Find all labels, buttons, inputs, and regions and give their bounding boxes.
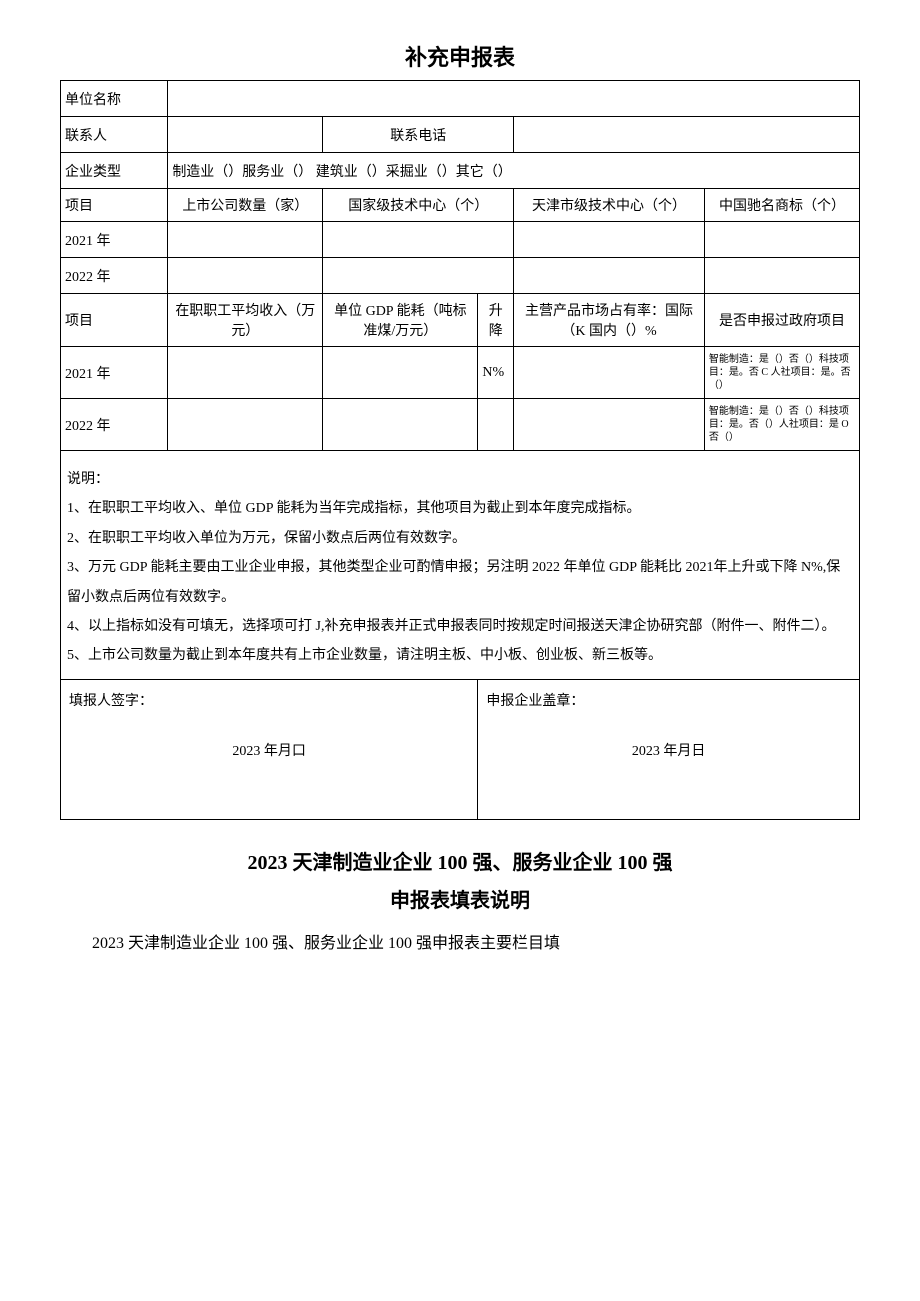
signature-right: 申报企业盖章： 2023 年月日 <box>478 679 860 819</box>
note-3: 3、万元 GDP 能耗主要由工业企业申报，其他类型企业可酌情申报；另注明 202… <box>67 553 853 612</box>
s2-h4: 是否申报过政府项目 <box>704 294 859 347</box>
note-5: 5、上市公司数量为截止到本年度共有上市企业数量，请注明主板、中小板、创业板、新三… <box>67 641 853 670</box>
contact-label: 联系人 <box>61 117 168 153</box>
note-4: 4、以上指标如没有可填无，选择项可打 J,补充申报表并正式申报表同时按规定时间报… <box>67 612 853 641</box>
unit-name-label: 单位名称 <box>61 81 168 117</box>
s1-h1: 上市公司数量（家） <box>168 189 323 222</box>
s1-h3: 天津市级技术中心（个） <box>514 189 705 222</box>
s2-y2-c2[interactable] <box>323 399 478 451</box>
s1-y1-c4[interactable] <box>704 222 859 258</box>
s2-h1: 在职职工平均收入（万元） <box>168 294 323 347</box>
s2-y1-c3: N% <box>478 347 514 399</box>
stamp-date: 2023 年月日 <box>486 740 851 760</box>
s2-project-label: 项目 <box>61 294 168 347</box>
signer-date: 2023 年月口 <box>69 740 469 760</box>
contact-value[interactable] <box>168 117 323 153</box>
notes-heading: 说明： <box>67 465 853 494</box>
note-2: 2、在职职工平均收入单位为万元，保留小数点后两位有效数字。 <box>67 524 853 553</box>
s1-y2-c4[interactable] <box>704 258 859 294</box>
s1-y2-c2[interactable] <box>323 258 514 294</box>
enterprise-type-options[interactable]: 制造业（）服务业（） 建筑业（）采掘业（）其它（） <box>168 153 860 189</box>
phone-label: 联系电话 <box>323 117 514 153</box>
phone-value[interactable] <box>514 117 860 153</box>
s1-year1: 2021 年 <box>61 222 168 258</box>
s2-y1-c2[interactable] <box>323 347 478 399</box>
s1-h4: 中国驰名商标（个） <box>704 189 859 222</box>
s1-y1-c2[interactable] <box>323 222 514 258</box>
s2-y2-c1[interactable] <box>168 399 323 451</box>
s2-y2-c5[interactable]: 智能制造：是（）否（）科技项目：是。否（）人社项目：是 O 否（） <box>704 399 859 451</box>
s2-y1-c1[interactable] <box>168 347 323 399</box>
s2-h2b: 升降 <box>478 294 514 347</box>
enterprise-type-label: 企业类型 <box>61 153 168 189</box>
s2-y1-c5[interactable]: 智能制造：是（）否（）科技项目：是。否 C 人社项目：是。否（） <box>704 347 859 399</box>
s2-y1-c4[interactable] <box>514 347 705 399</box>
s2-h3: 主营产品市场占有率：国际（K 国内（）% <box>514 294 705 347</box>
footer-line2: 申报表填表说明 <box>60 882 860 920</box>
note-1: 1、在职职工平均收入、单位 GDP 能耗为当年完成指标，其他项目为截止到本年度完… <box>67 494 853 523</box>
footer-line1: 2023 天津制造业企业 100 强、服务业企业 100 强 <box>60 844 860 882</box>
signer-label: 填报人签字： <box>69 690 469 710</box>
footer-body: 2023 天津制造业企业 100 强、服务业企业 100 强申报表主要栏目填 <box>60 930 860 959</box>
form-table: 单位名称 联系人 联系电话 企业类型 制造业（）服务业（） 建筑业（）采掘业（）… <box>60 80 860 820</box>
s1-y1-c3[interactable] <box>514 222 705 258</box>
s1-h2: 国家级技术中心（个） <box>323 189 514 222</box>
unit-name-value[interactable] <box>168 81 860 117</box>
s2-h2: 单位 GDP 能耗（吨标准煤/万元） <box>323 294 478 347</box>
stamp-label: 申报企业盖章： <box>486 690 851 710</box>
notes-block: 说明： 1、在职职工平均收入、单位 GDP 能耗为当年完成指标，其他项目为截止到… <box>61 451 860 680</box>
s2-year2: 2022 年 <box>61 399 168 451</box>
s1-y2-c1[interactable] <box>168 258 323 294</box>
s1-project-label: 项目 <box>61 189 168 222</box>
s2-y2-c4[interactable] <box>514 399 705 451</box>
s1-y2-c3[interactable] <box>514 258 705 294</box>
s2-year1: 2021 年 <box>61 347 168 399</box>
signature-left: 填报人签字： 2023 年月口 <box>61 679 478 819</box>
s2-y2-c3[interactable] <box>478 399 514 451</box>
page-title: 补充申报表 <box>60 40 860 72</box>
s1-year2: 2022 年 <box>61 258 168 294</box>
footer-title: 2023 天津制造业企业 100 强、服务业企业 100 强 申报表填表说明 <box>60 844 860 920</box>
s1-y1-c1[interactable] <box>168 222 323 258</box>
